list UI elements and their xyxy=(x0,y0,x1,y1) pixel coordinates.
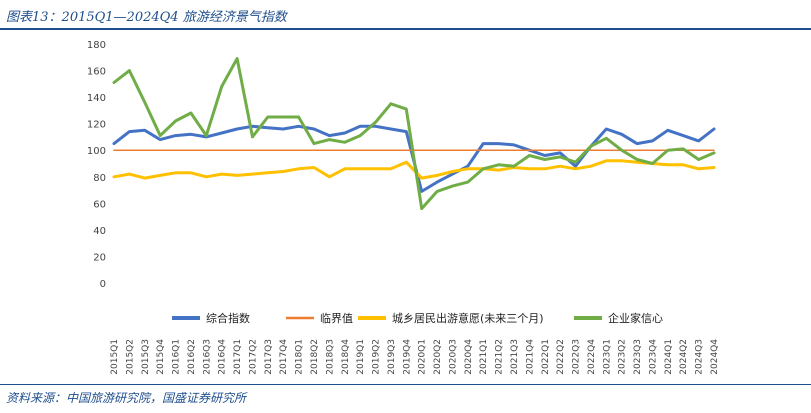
x-tick-label: 2018Q1 xyxy=(295,339,305,375)
header-rule xyxy=(0,28,811,30)
x-tick-label: 2020Q4 xyxy=(464,339,474,375)
x-tick-label: 2022Q4 xyxy=(587,339,597,375)
y-tick-label: 20 xyxy=(93,252,106,263)
x-tick-label: 2018Q2 xyxy=(310,339,320,375)
x-tick-label: 2015Q1 xyxy=(110,339,120,375)
x-tick-label: 2022Q2 xyxy=(556,339,566,375)
y-tick-label: 160 xyxy=(87,67,106,78)
x-tick-label: 2024Q1 xyxy=(664,339,674,375)
x-tick-label: 2017Q4 xyxy=(279,339,289,375)
x-tick-label: 2022Q3 xyxy=(572,339,582,375)
x-tick-label: 2017Q1 xyxy=(233,339,243,375)
x-tick-label: 2019Q3 xyxy=(387,339,397,375)
x-tick-label: 2015Q4 xyxy=(156,339,166,375)
x-tick-label: 2020Q3 xyxy=(448,339,458,375)
x-tick-label: 2016Q2 xyxy=(187,339,197,375)
y-tick-label: 60 xyxy=(93,199,106,210)
legend-label: 企业家信心 xyxy=(608,311,663,325)
x-tick-label: 2020Q1 xyxy=(418,339,428,375)
x-tick-label: 2015Q3 xyxy=(141,339,151,375)
x-tick-label: 2024Q4 xyxy=(710,339,720,375)
x-tick-label: 2020Q2 xyxy=(433,339,443,375)
y-tick-label: 0 xyxy=(100,279,106,290)
x-tick-label: 2021Q2 xyxy=(495,339,505,375)
x-tick-label: 2021Q1 xyxy=(479,339,489,375)
y-tick-label: 140 xyxy=(87,93,106,104)
x-tick-label: 2019Q2 xyxy=(372,339,382,375)
x-tick-label: 2023Q1 xyxy=(602,339,612,375)
footer-rule xyxy=(0,384,811,385)
x-tick-label: 2021Q3 xyxy=(510,339,520,375)
legend-label: 综合指数 xyxy=(206,311,250,325)
legend-label: 临界值 xyxy=(320,311,353,325)
legend-label: 城乡居民出游意愿(未来三个月) xyxy=(392,311,544,325)
series-line-3 xyxy=(112,159,716,180)
x-tick-label: 2018Q3 xyxy=(325,339,335,375)
x-tick-label: 2022Q1 xyxy=(541,339,551,375)
x-tick-label: 2016Q4 xyxy=(218,339,228,375)
y-tick-label: 120 xyxy=(87,120,106,131)
x-tick-label: 2016Q1 xyxy=(172,339,182,375)
x-tick-label: 2015Q2 xyxy=(125,339,135,375)
x-tick-label: 2016Q3 xyxy=(202,339,212,375)
x-tick-label: 2023Q2 xyxy=(618,339,628,375)
figure-title: 图表13：2015Q1—2024Q4 旅游经济景气指数 xyxy=(6,10,287,25)
y-tick-label: 100 xyxy=(87,146,106,157)
x-tick-label: 2024Q3 xyxy=(695,339,705,375)
x-tick-label: 2021Q4 xyxy=(525,339,535,375)
x-tick-label: 2024Q2 xyxy=(679,339,689,375)
source-note: 资料来源：中国旅游研究院，国盛证券研究所 xyxy=(6,391,247,405)
x-tick-label: 2018Q4 xyxy=(341,339,351,375)
x-tick-label: 2019Q4 xyxy=(402,339,412,375)
x-tick-label: 2023Q4 xyxy=(648,339,658,375)
x-tick-label: 2023Q3 xyxy=(633,339,643,375)
x-tick-label: 2017Q3 xyxy=(264,339,274,375)
x-tick-label: 2019Q1 xyxy=(356,339,366,375)
y-tick-label: 40 xyxy=(93,226,106,237)
x-tick-label: 2017Q2 xyxy=(248,339,258,375)
y-tick-label: 80 xyxy=(93,173,106,184)
series-line-4 xyxy=(112,57,716,211)
y-tick-label: 180 xyxy=(87,40,106,51)
